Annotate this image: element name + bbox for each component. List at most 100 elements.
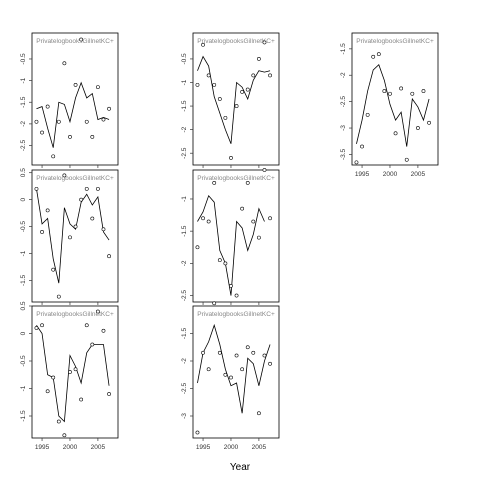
data-point xyxy=(229,375,233,380)
y-tick-label: -1.5 xyxy=(340,43,347,55)
y-tick-label: -0.5 xyxy=(20,355,27,367)
data-point xyxy=(56,119,61,124)
data-point xyxy=(84,119,89,124)
x-tick-label: 2005 xyxy=(91,444,106,451)
data-point xyxy=(45,389,50,394)
series-line xyxy=(197,323,271,414)
data-point xyxy=(45,104,50,109)
data-point xyxy=(51,154,56,159)
data-point xyxy=(251,219,256,224)
data-point xyxy=(223,372,228,377)
data-point xyxy=(79,397,84,402)
panel-border xyxy=(351,32,439,166)
panel-border xyxy=(31,305,119,439)
panel-title: PrivatelogbooksGillnetKC+ xyxy=(197,311,275,318)
panel-row2-col1: PrivatelogbooksGillnetKC+ 0.5 0 -0.5 -1 -1.5 xyxy=(20,168,119,305)
y-tick-label: 0.5 xyxy=(20,168,27,177)
data-point xyxy=(388,91,392,96)
x-tick-label: 1995 xyxy=(196,444,211,451)
y-tick-label: -1.5 xyxy=(20,410,27,422)
y-tick-label: -2 xyxy=(340,72,347,78)
data-point xyxy=(79,197,84,202)
panel-title: PrivatelogbooksGillnetKC+ xyxy=(197,175,275,182)
data-point xyxy=(376,52,381,57)
data-point xyxy=(40,230,44,234)
panel-border xyxy=(31,169,119,303)
data-point xyxy=(234,293,239,298)
data-point xyxy=(206,367,211,372)
data-point xyxy=(107,254,111,259)
data-point xyxy=(45,208,50,213)
data-point xyxy=(90,216,95,221)
series-line xyxy=(356,63,430,147)
data-point xyxy=(101,117,106,122)
panel-border xyxy=(192,32,280,166)
data-point xyxy=(62,173,67,178)
data-point xyxy=(229,284,233,288)
y-tick-label: -2 xyxy=(20,121,27,127)
data-point xyxy=(240,206,245,211)
x-tick-label: 2005 xyxy=(252,444,267,451)
y-tick-label: -0.5 xyxy=(20,53,27,65)
y-tick-label: -2 xyxy=(181,126,188,132)
series-line xyxy=(197,55,271,144)
data-point xyxy=(399,86,404,91)
data-point xyxy=(62,433,67,438)
x-axis-label: Year xyxy=(230,462,251,473)
data-point xyxy=(79,37,84,42)
data-point xyxy=(251,73,256,78)
data-point xyxy=(101,328,106,333)
panel-title: PrivatelogbooksGillnetKC+ xyxy=(197,38,275,45)
data-point xyxy=(262,353,267,358)
data-point xyxy=(195,245,200,250)
data-point xyxy=(195,82,200,87)
series-line xyxy=(36,188,110,284)
data-point xyxy=(34,186,39,191)
data-point xyxy=(90,342,95,347)
data-point xyxy=(206,73,211,78)
data-point xyxy=(212,301,217,306)
data-point xyxy=(229,156,233,160)
panel-border xyxy=(192,169,280,303)
data-point xyxy=(234,104,239,108)
data-point xyxy=(256,411,261,416)
data-point xyxy=(268,73,272,78)
panel-border xyxy=(31,32,119,166)
panel-title: PrivatelogbooksGillnetKC+ xyxy=(36,311,114,318)
y-tick-label: 0.5 xyxy=(20,301,27,310)
data-point xyxy=(201,216,205,221)
y-tick-label: -1.5 xyxy=(181,225,188,237)
y-tick-label: -2.5 xyxy=(181,290,188,302)
data-point xyxy=(68,134,72,139)
y-tick-label: -1 xyxy=(181,196,188,202)
data-point xyxy=(212,82,217,87)
data-point xyxy=(34,119,39,124)
data-point xyxy=(73,224,78,229)
data-point xyxy=(240,367,245,372)
y-tick-label: 0 xyxy=(20,331,27,335)
data-point xyxy=(34,326,39,330)
data-point xyxy=(95,85,100,89)
data-point xyxy=(56,294,61,299)
panel-title: PrivatelogbooksGillnetKC+ xyxy=(356,38,434,45)
panel-row2-col2: PrivatelogbooksGillnetKC+ -1 -1.5 -2 -2.5 xyxy=(181,168,280,305)
y-tick-label: -1 xyxy=(20,77,27,83)
data-point xyxy=(234,353,239,358)
y-tick-label: -2.5 xyxy=(181,147,188,159)
y-tick-label: -1.5 xyxy=(181,100,188,112)
data-point xyxy=(371,54,376,59)
y-tick-label: -1 xyxy=(181,79,188,85)
data-point xyxy=(421,89,426,93)
data-point xyxy=(40,130,44,135)
data-point xyxy=(68,370,72,374)
panel-row1-col3: PrivatelogbooksGillnetKC+ -1.5 -2 -2.5 -3 -3.… xyxy=(340,32,439,178)
panel-title: PrivatelogbooksGillnetKC+ xyxy=(36,38,114,45)
y-tick-label: -2.5 xyxy=(20,140,27,152)
y-tick-label: -3 xyxy=(181,413,188,419)
data-point xyxy=(201,350,205,355)
data-point xyxy=(201,42,205,47)
data-point xyxy=(212,180,217,185)
data-point xyxy=(245,180,250,185)
data-point xyxy=(84,323,89,328)
